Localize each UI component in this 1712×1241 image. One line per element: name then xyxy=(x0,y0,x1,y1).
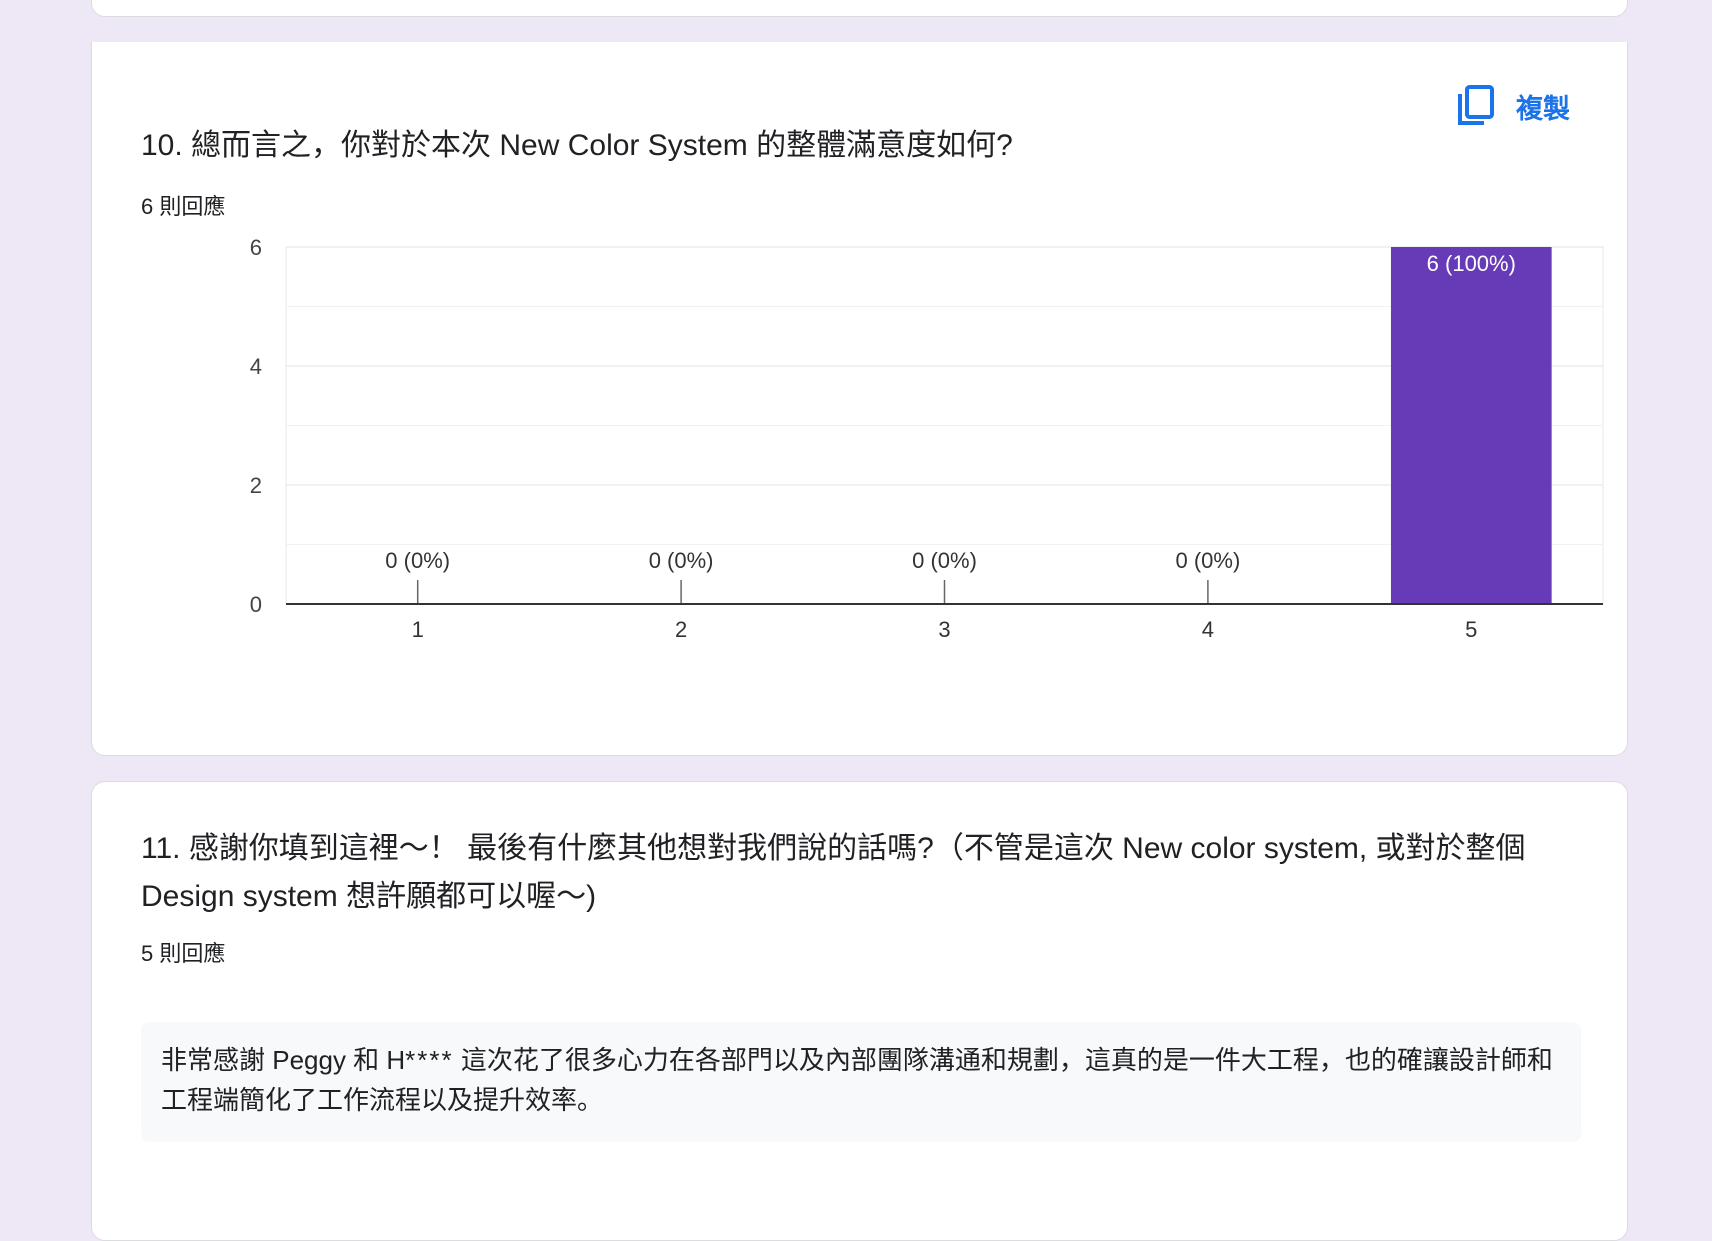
question-10-card: 10. 總而言之，你對於本次 New Color System 的整體滿意度如何… xyxy=(91,42,1628,756)
x-tick-label: 2 xyxy=(675,617,687,642)
bar-chart: 0 2 4 6 0 (0%) 1 0 (0%) 2 0 (0%) 3 0 (0%) 4 6 (100%)… xyxy=(250,235,1604,642)
x-tick-label: 5 xyxy=(1465,617,1477,642)
answer-item: 非常感謝 Peggy 和 H**** 這次花了很多心力在各部門以及內部團隊溝通和… xyxy=(141,1022,1581,1142)
answer-text-start: 非常感謝 Peggy 和 H xyxy=(161,1045,406,1075)
data-label: 6 (100%) xyxy=(1427,251,1516,276)
y-tick-label: 0 xyxy=(250,592,262,617)
x-tick-label: 1 xyxy=(412,617,424,642)
data-label: 0 (0%) xyxy=(1176,548,1241,573)
y-tick-label: 6 xyxy=(250,235,262,260)
answer-text-rest: 這次花了很多心力在各部門以及內部團隊溝通和規劃，這真的是一件大工程，也的確讓設計… xyxy=(161,1045,1553,1115)
response-count: 5 則回應 xyxy=(141,941,226,966)
question-title: 11. 感謝你填到這裡～！ 最後有什麼其他想對我們說的話嗎?（不管是這次 New… xyxy=(141,832,1526,913)
copy-icon xyxy=(1458,85,1494,125)
redacted-name: **** xyxy=(405,1045,454,1075)
x-tick-label: 4 xyxy=(1202,617,1214,642)
copy-label: 複製 xyxy=(1516,93,1570,124)
bar xyxy=(1390,247,1552,604)
previous-question-card xyxy=(91,0,1628,17)
data-label: 0 (0%) xyxy=(649,548,714,573)
response-count: 6 則回應 xyxy=(141,194,226,219)
y-tick-label: 4 xyxy=(250,354,262,379)
data-label: 0 (0%) xyxy=(912,548,977,573)
data-label: 0 (0%) xyxy=(385,548,450,573)
x-tick-label: 3 xyxy=(938,617,950,642)
copy-chart-button[interactable]: 複製 xyxy=(1456,82,1570,130)
question-11-card: 11. 感謝你填到這裡～！ 最後有什麼其他想對我們說的話嗎?（不管是這次 New… xyxy=(91,781,1628,1241)
y-tick-label: 2 xyxy=(250,473,262,498)
question-title: 10. 總而言之，你對於本次 New Color System 的整體滿意度如何… xyxy=(141,129,1013,162)
